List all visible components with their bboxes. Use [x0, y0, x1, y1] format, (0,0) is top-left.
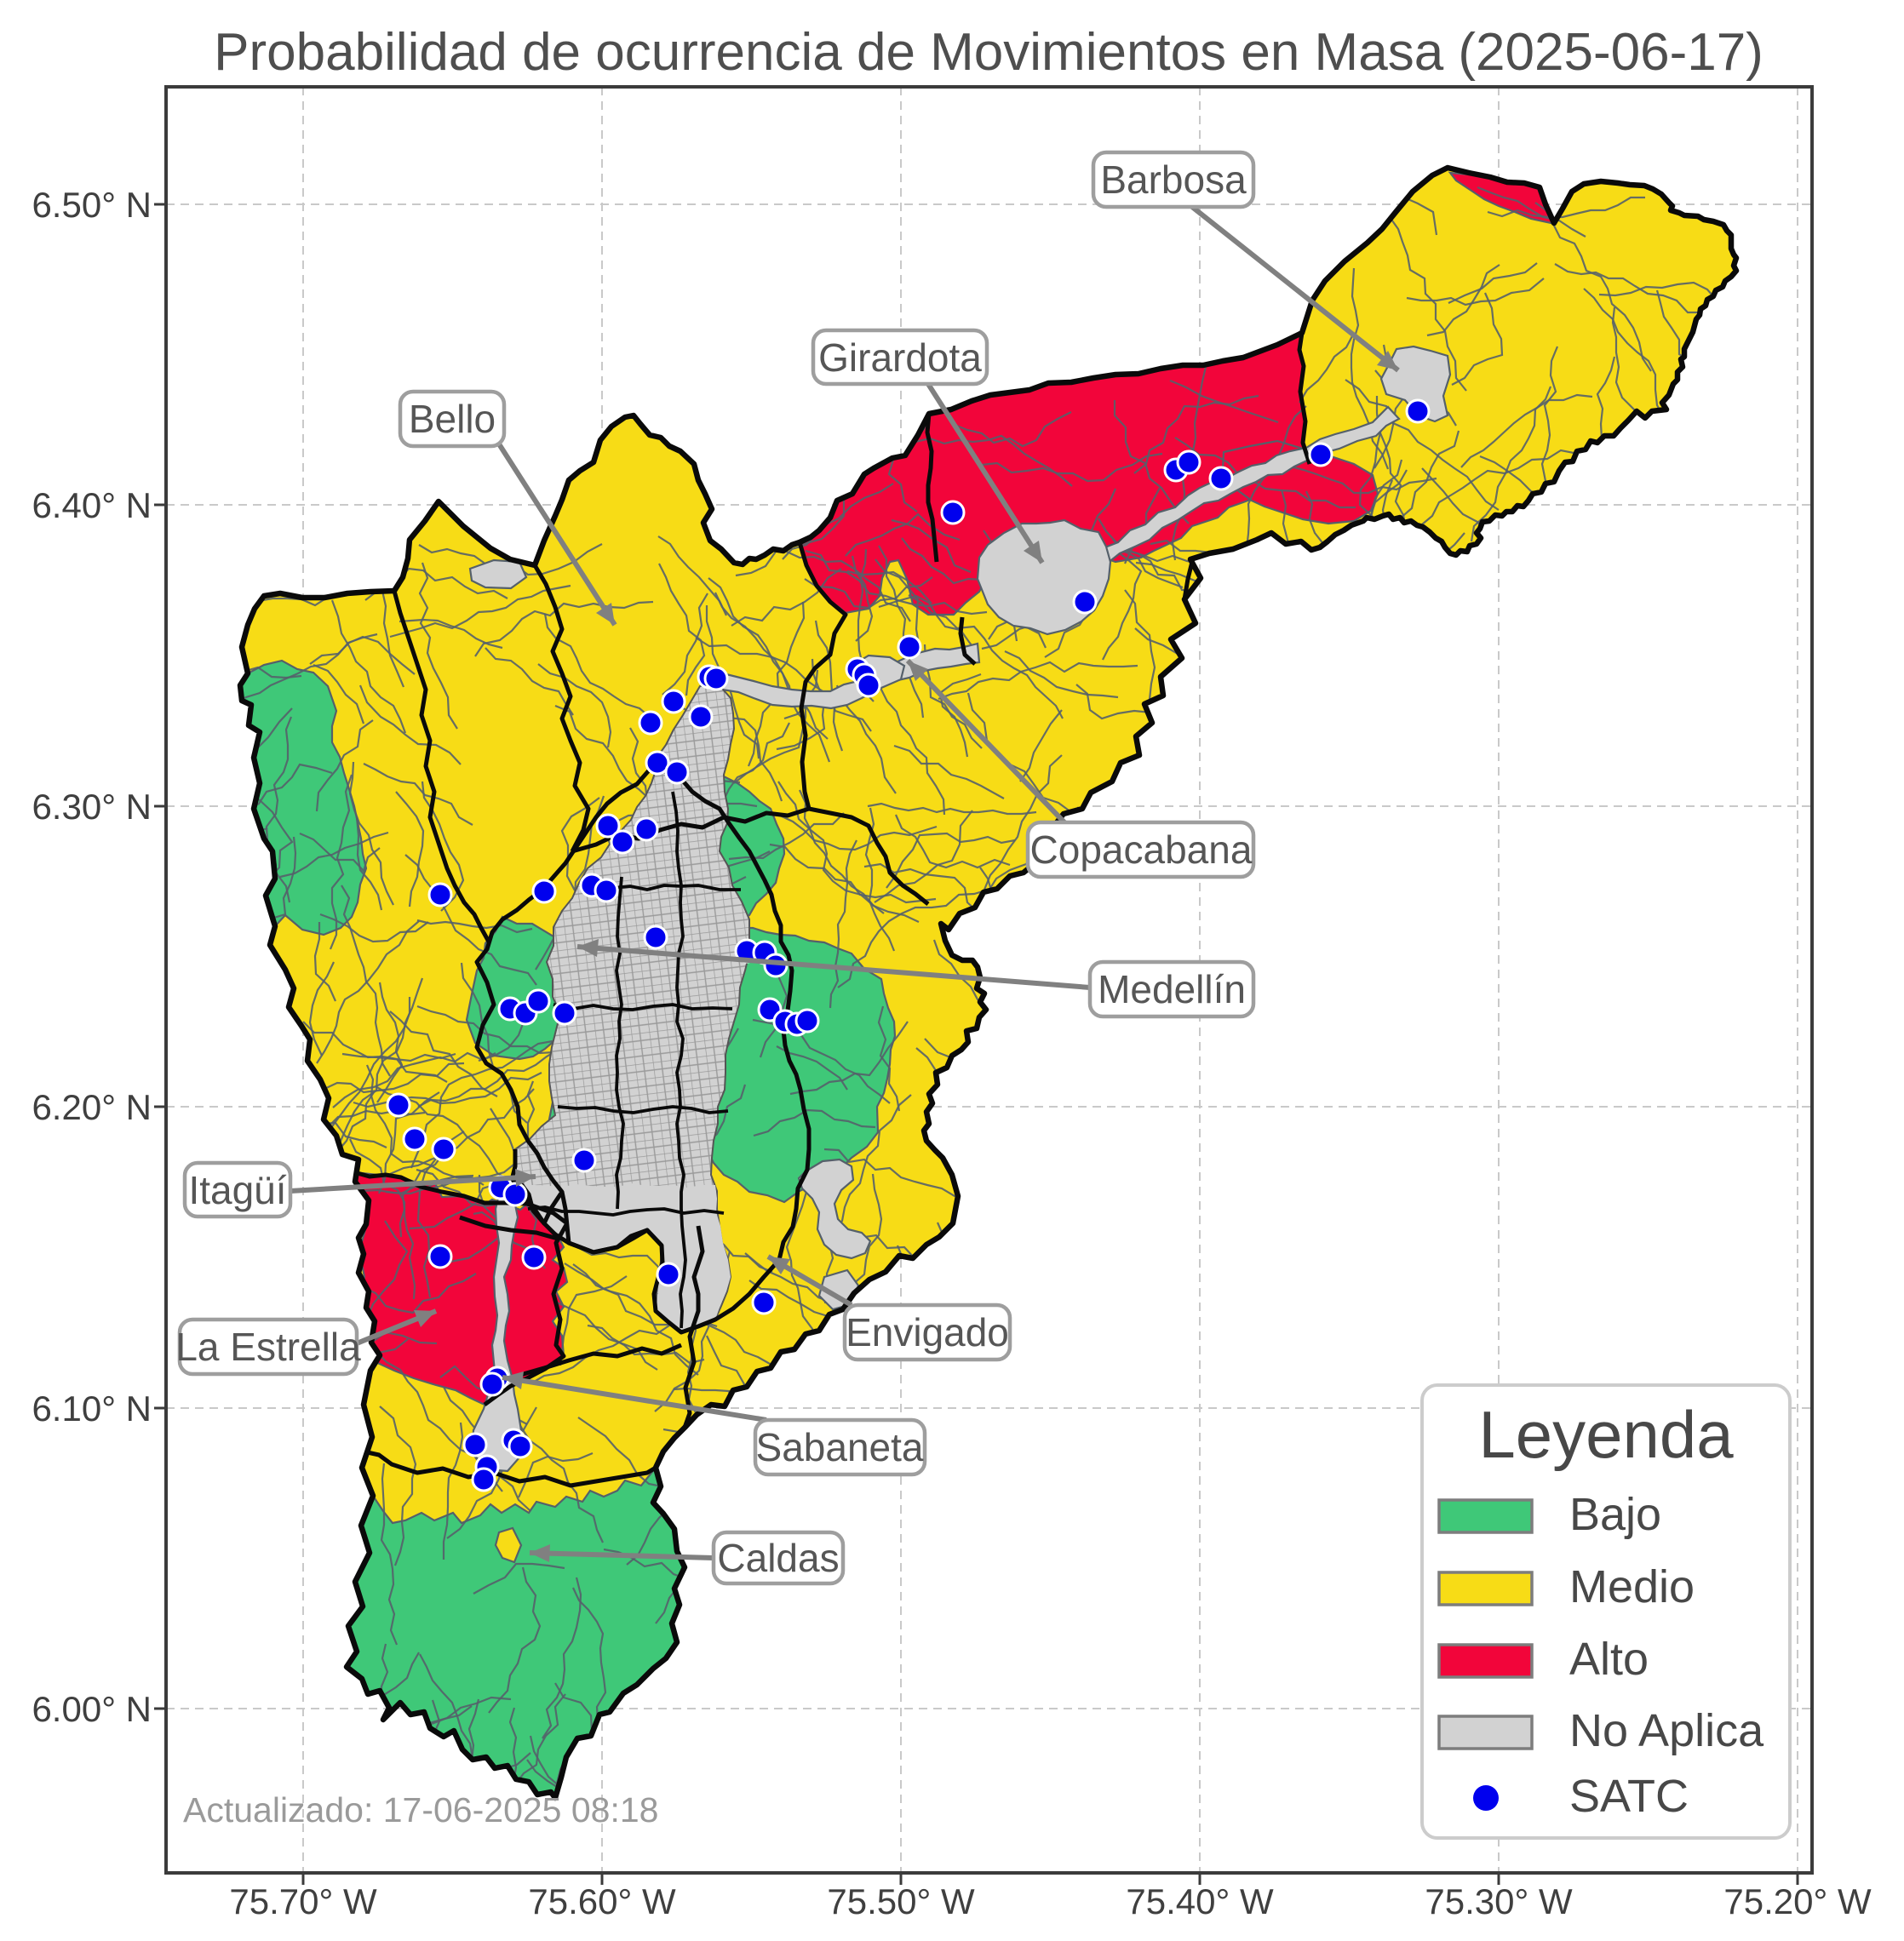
svg-text:Copacabana: Copacabana	[1030, 827, 1253, 872]
svg-text:Alto: Alto	[1569, 1634, 1649, 1685]
svg-text:Itagüí: Itagüí	[188, 1168, 286, 1212]
svg-text:75.30° W: 75.30° W	[1425, 1881, 1573, 1921]
svg-text:Medellín: Medellín	[1098, 967, 1246, 1011]
svg-text:SATC: SATC	[1569, 1771, 1689, 1822]
svg-text:6.10° N: 6.10° N	[32, 1388, 152, 1429]
svg-text:Envigado: Envigado	[846, 1310, 1009, 1354]
svg-text:Girardota: Girardota	[818, 335, 982, 380]
svg-text:La Estrella: La Estrella	[175, 1325, 361, 1369]
svg-text:6.30° N: 6.30° N	[32, 787, 152, 827]
svg-text:75.60° W: 75.60° W	[528, 1881, 676, 1921]
svg-text:Medio: Medio	[1569, 1561, 1695, 1612]
svg-text:Bajo: Bajo	[1569, 1489, 1661, 1540]
svg-text:Bello: Bello	[409, 397, 496, 441]
svg-text:Actualizado: 17-06-2025 08:18: Actualizado: 17-06-2025 08:18	[183, 1790, 658, 1829]
svg-text:6.50° N: 6.50° N	[32, 185, 152, 225]
svg-text:75.50° W: 75.50° W	[827, 1881, 975, 1921]
svg-text:6.20° N: 6.20° N	[32, 1087, 152, 1127]
svg-text:Leyenda: Leyenda	[1478, 1397, 1734, 1472]
svg-text:Sabaneta: Sabaneta	[756, 1425, 924, 1469]
svg-text:75.40° W: 75.40° W	[1126, 1881, 1274, 1921]
svg-text:6.40° N: 6.40° N	[32, 485, 152, 525]
svg-text:75.70° W: 75.70° W	[229, 1881, 377, 1921]
svg-text:75.20° W: 75.20° W	[1723, 1881, 1872, 1921]
svg-text:6.00° N: 6.00° N	[32, 1689, 152, 1729]
svg-text:Probabilidad de ocurrencia de: Probabilidad de ocurrencia de Movimiento…	[214, 23, 1763, 82]
svg-text:No Aplica: No Aplica	[1569, 1705, 1764, 1756]
svg-text:Barbosa: Barbosa	[1100, 157, 1247, 202]
svg-text:Caldas: Caldas	[717, 1536, 839, 1580]
